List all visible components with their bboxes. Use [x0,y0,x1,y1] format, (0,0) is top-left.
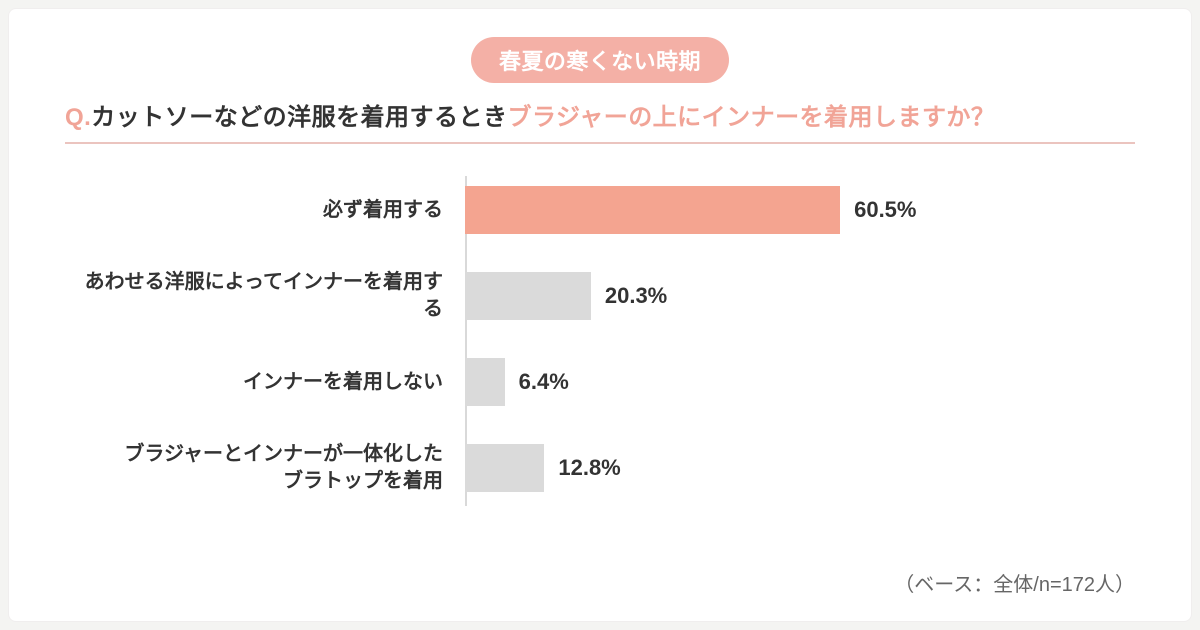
bar-value: 20.3% [605,283,667,309]
bar [465,444,544,492]
chart-row: ブラジャーとインナーが一体化した ブラトップを着用 12.8% [65,444,1135,492]
category-label: インナーを着用しない [65,369,465,396]
category-label: 必ず着用する [65,197,465,224]
bar-track: 12.8% [465,444,1135,492]
category-label: ブラジャーとインナーが一体化した ブラトップを着用 [65,441,465,495]
badge-wrap: 春夏の寒くない時期 [65,37,1135,83]
bar-chart: 必ず着用する 60.5% あわせる洋服によってインナーを着用する 20.3% インナーを… [65,186,1135,566]
question-prefix: Q. [65,104,91,131]
bar [465,186,840,234]
bar-track: 6.4% [465,358,1135,406]
question-text-1: カットソーなどの洋服を着用するとき [91,104,507,131]
question-underline [65,142,1135,144]
bar [465,358,505,406]
chart-row: 必ず着用する 60.5% [65,186,1135,234]
season-badge: 春夏の寒くない時期 [471,37,729,83]
bar [465,272,591,320]
bar-track: 60.5% [465,186,1135,234]
chart-row: あわせる洋服によってインナーを着用する 20.3% [65,272,1135,320]
footnote: （ベース：全体/n=172人） [894,568,1135,597]
bar-track: 20.3% [465,272,1135,320]
bar-value: 60.5% [854,197,916,223]
category-label: あわせる洋服によってインナーを着用する [65,269,465,323]
question-text-2: ブラジャーの上にインナーを着用しますか？ [507,104,995,131]
bar-value: 12.8% [558,455,620,481]
card: 春夏の寒くない時期 Q.カットソーなどの洋服を着用するときブラジャーの上にインナ… [8,8,1192,622]
bar-value: 6.4% [519,369,569,395]
chart-row: インナーを着用しない 6.4% [65,358,1135,406]
question-line: Q.カットソーなどの洋服を着用するときブラジャーの上にインナーを着用しますか？ [65,97,1135,132]
